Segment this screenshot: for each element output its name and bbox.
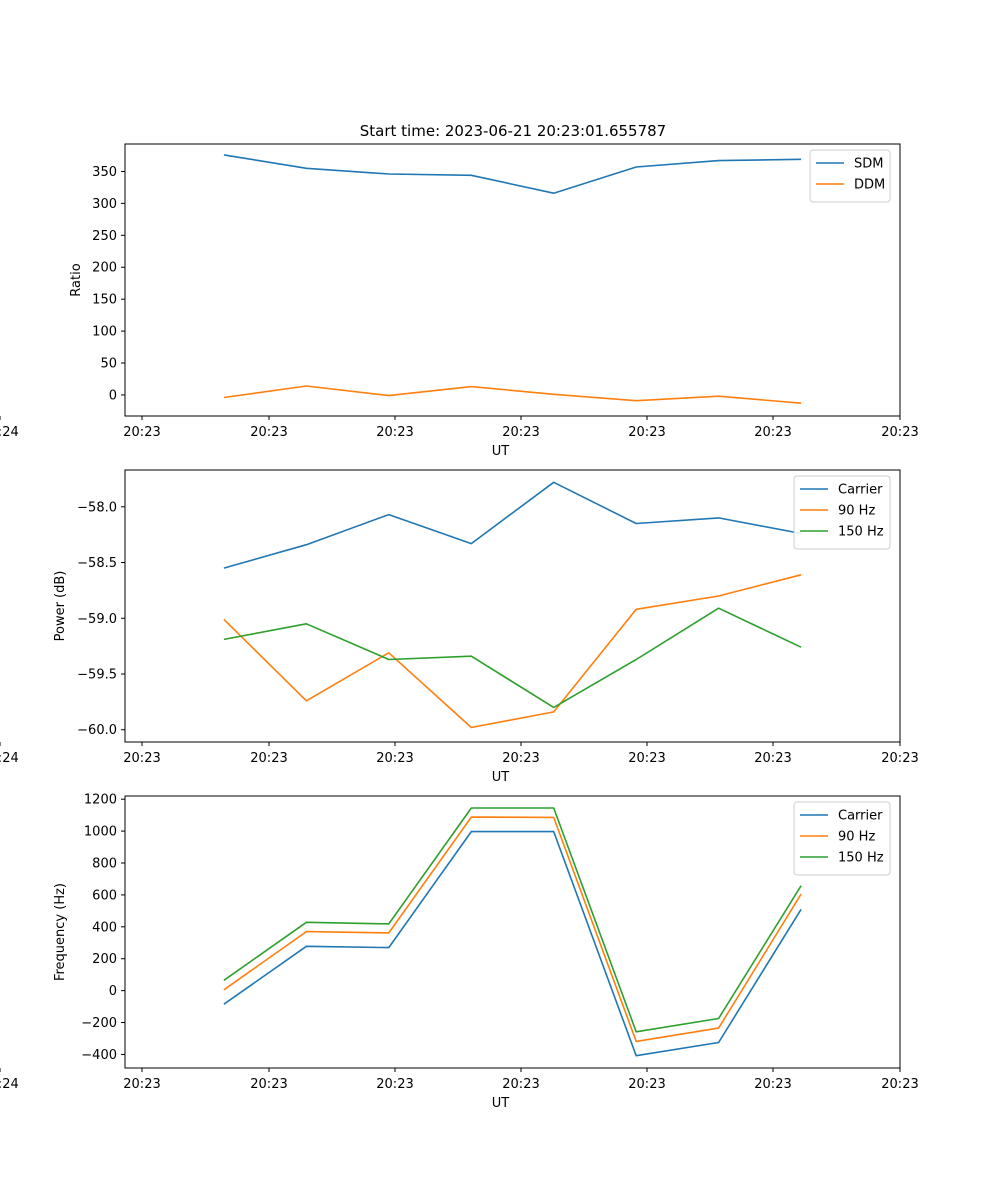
x-tick-label: 20:23 bbox=[881, 425, 918, 440]
legend-label: 90 Hz bbox=[838, 504, 875, 519]
x-tick-label: 20:23 bbox=[628, 425, 665, 440]
series-line-150-hz bbox=[223, 807, 802, 1033]
y-tick-label: −58.5 bbox=[77, 556, 117, 571]
plot-area-frame bbox=[124, 469, 901, 743]
y-axis-label: Ratio bbox=[69, 263, 84, 296]
y-tick-label: −200 bbox=[81, 1016, 117, 1031]
y-axis-label: Power (dB) bbox=[53, 571, 68, 642]
legend-label: 90 Hz bbox=[838, 830, 875, 845]
series-line-90-hz bbox=[223, 574, 802, 729]
chart-panel-3: 20:23 20:23 20:23 20:23 20:23 20:23 20:23 20:24… bbox=[0, 793, 919, 1111]
y-tick-label: 0 bbox=[109, 388, 117, 403]
x-tick-label: 20:23 bbox=[123, 425, 160, 440]
y-tick-label: −400 bbox=[81, 1048, 117, 1063]
y-tick-label: 350 bbox=[92, 165, 117, 180]
y-tick-label: 1200 bbox=[84, 793, 117, 808]
legend: Carrier 90 Hz 150 Hz bbox=[793, 801, 891, 876]
series-line-carrier bbox=[223, 830, 802, 1057]
legend: SDM DDM bbox=[809, 149, 891, 203]
y-tick-label: −59.5 bbox=[77, 668, 117, 683]
x-tick-label: 20:23 bbox=[250, 1077, 287, 1092]
x-tick-label: 20:24 bbox=[0, 1077, 19, 1092]
x-tick-label: 20:24 bbox=[0, 751, 19, 766]
x-tick-label: 20:23 bbox=[123, 751, 160, 766]
legend-label: 150 Hz bbox=[838, 525, 884, 540]
y-tick-label: −60.0 bbox=[77, 723, 117, 738]
panels: 20:23 20:23 20:23 20:23 20:23 20:23 20:23 20:24… bbox=[0, 143, 919, 1111]
x-tick-label: 20:23 bbox=[376, 1077, 413, 1092]
y-tick-label: 150 bbox=[92, 293, 117, 308]
legend-label: Carrier bbox=[838, 809, 883, 824]
x-tick-label: 20:23 bbox=[502, 425, 539, 440]
y-tick-label: 800 bbox=[92, 857, 117, 872]
x-tick-label: 20:23 bbox=[628, 751, 665, 766]
x-axis-label: UT bbox=[492, 770, 510, 785]
x-tick-label: 20:24 bbox=[0, 425, 19, 440]
x-tick-label: 20:23 bbox=[754, 751, 791, 766]
legend-label: 150 Hz bbox=[838, 851, 884, 866]
x-tick-label: 20:23 bbox=[754, 425, 791, 440]
x-tick-label: 20:23 bbox=[123, 1077, 160, 1092]
series-line-carrier bbox=[223, 481, 802, 569]
plot-area-frame bbox=[124, 143, 901, 417]
y-tick-label: 300 bbox=[92, 197, 117, 212]
x-tick-label: 20:23 bbox=[754, 1077, 791, 1092]
y-tick-label: 50 bbox=[100, 357, 117, 372]
x-tick-label: 20:23 bbox=[628, 1077, 665, 1092]
x-tick-label: 20:23 bbox=[502, 1077, 539, 1092]
chart-panel-2: 20:23 20:23 20:23 20:23 20:23 20:23 20:23 20:24… bbox=[0, 469, 919, 785]
legend-label: DDM bbox=[854, 178, 885, 193]
y-tick-label: 200 bbox=[92, 952, 117, 967]
legend-label: SDM bbox=[854, 157, 883, 172]
y-tick-label: 600 bbox=[92, 888, 117, 903]
y-tick-label: 200 bbox=[92, 261, 117, 276]
y-tick-label: −59.0 bbox=[77, 612, 117, 627]
series-line-90-hz bbox=[223, 816, 802, 1043]
y-tick-label: 1000 bbox=[84, 825, 117, 840]
y-tick-label: 100 bbox=[92, 325, 117, 340]
plot-area-frame bbox=[124, 795, 901, 1069]
series-line-ddm bbox=[223, 385, 802, 404]
x-tick-label: 20:23 bbox=[250, 751, 287, 766]
y-tick-label: 0 bbox=[109, 984, 117, 999]
series-line-150-hz bbox=[223, 607, 802, 709]
x-tick-label: 20:23 bbox=[376, 425, 413, 440]
x-tick-label: 20:23 bbox=[502, 751, 539, 766]
y-tick-label: −58.0 bbox=[77, 500, 117, 515]
y-tick-label: 400 bbox=[92, 920, 117, 935]
x-axis-label: UT bbox=[492, 444, 510, 459]
legend: Carrier 90 Hz 150 Hz bbox=[793, 475, 891, 550]
x-tick-label: 20:23 bbox=[376, 751, 413, 766]
y-tick-label: 250 bbox=[92, 229, 117, 244]
x-tick-label: 20:23 bbox=[881, 1077, 918, 1092]
series-line-sdm bbox=[223, 154, 802, 194]
figure-title: Start time: 2023-06-21 20:23:01.655787 bbox=[360, 122, 666, 140]
x-tick-label: 20:23 bbox=[881, 751, 918, 766]
chart-panel-1: 20:23 20:23 20:23 20:23 20:23 20:23 20:23 20:24… bbox=[0, 143, 919, 459]
legend-label: Carrier bbox=[838, 483, 883, 498]
x-axis-label: UT bbox=[492, 1096, 510, 1111]
x-tick-label: 20:23 bbox=[250, 425, 287, 440]
y-axis-label: Frequency (Hz) bbox=[53, 883, 68, 981]
